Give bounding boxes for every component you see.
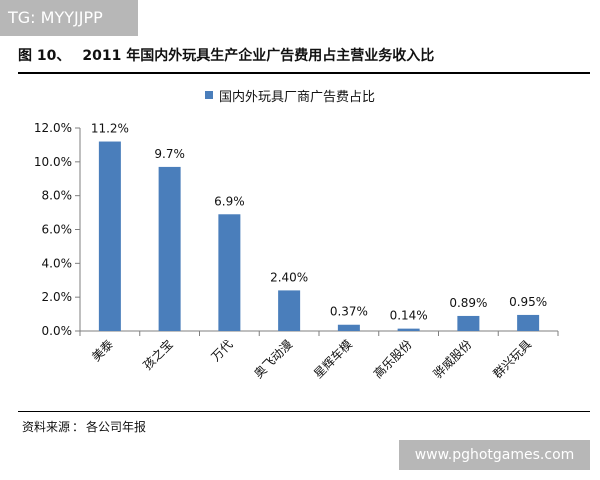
y-tick-label: 2.0% xyxy=(42,290,73,304)
legend-label: 国内外玩具厂商广告费占比 xyxy=(219,89,376,105)
data-label: 2.40% xyxy=(270,270,308,284)
bar xyxy=(158,166,181,331)
y-tick-label: 4.0% xyxy=(42,256,73,270)
category-label: 奥飞动漫 xyxy=(251,337,295,381)
figure-title: 2011 年国内外玩具生产企业广告费用占主营业务收入比 xyxy=(82,48,435,64)
source-line: 资料来源：各公司年报 xyxy=(22,418,146,435)
category-label: 星辉车模 xyxy=(310,337,355,382)
data-label: 11.2% xyxy=(91,122,129,136)
data-label: 6.9% xyxy=(214,194,245,208)
category-label: 群兴玩具 xyxy=(490,337,534,381)
bar xyxy=(218,214,241,331)
bar xyxy=(337,324,360,331)
bar xyxy=(397,328,420,331)
source-text: 各公司年报 xyxy=(86,420,147,434)
watermark-bottom: www.pghotgames.com xyxy=(399,440,590,470)
source-label: 资料来源 xyxy=(22,420,71,434)
bar xyxy=(98,141,121,331)
category-label: 万代 xyxy=(209,337,236,364)
category-label: 高乐股份 xyxy=(370,337,415,382)
bar xyxy=(517,314,540,331)
watermark-top: TG: MYYJJPP xyxy=(0,0,138,36)
figure-header: 图 10、 2011 年国内外玩具生产企业广告费用占主营业务收入比 xyxy=(18,42,590,68)
data-label: 0.95% xyxy=(509,295,547,309)
data-label: 0.89% xyxy=(449,296,487,310)
legend-swatch xyxy=(205,91,213,99)
data-label: 0.37% xyxy=(330,305,368,319)
y-tick-label: 12.0% xyxy=(34,121,72,135)
y-tick-label: 0.0% xyxy=(42,324,73,338)
data-label: 9.7% xyxy=(154,147,185,161)
source-rule xyxy=(18,411,590,412)
category-label: 孩之宝 xyxy=(140,337,175,372)
data-label: 0.14% xyxy=(390,309,428,323)
chart-legend: 国内外玩具厂商广告费占比 xyxy=(205,86,376,105)
figure-number: 图 10、 xyxy=(18,48,71,64)
bar xyxy=(278,290,301,331)
y-tick-label: 10.0% xyxy=(34,155,72,169)
source-separator: ： xyxy=(72,420,85,434)
header-rule xyxy=(18,72,590,74)
category-label: 骅威股份 xyxy=(431,337,475,381)
y-tick-label: 6.0% xyxy=(42,223,73,237)
bar xyxy=(457,315,480,331)
y-tick-label: 8.0% xyxy=(42,189,73,203)
category-label: 美泰 xyxy=(89,337,116,364)
